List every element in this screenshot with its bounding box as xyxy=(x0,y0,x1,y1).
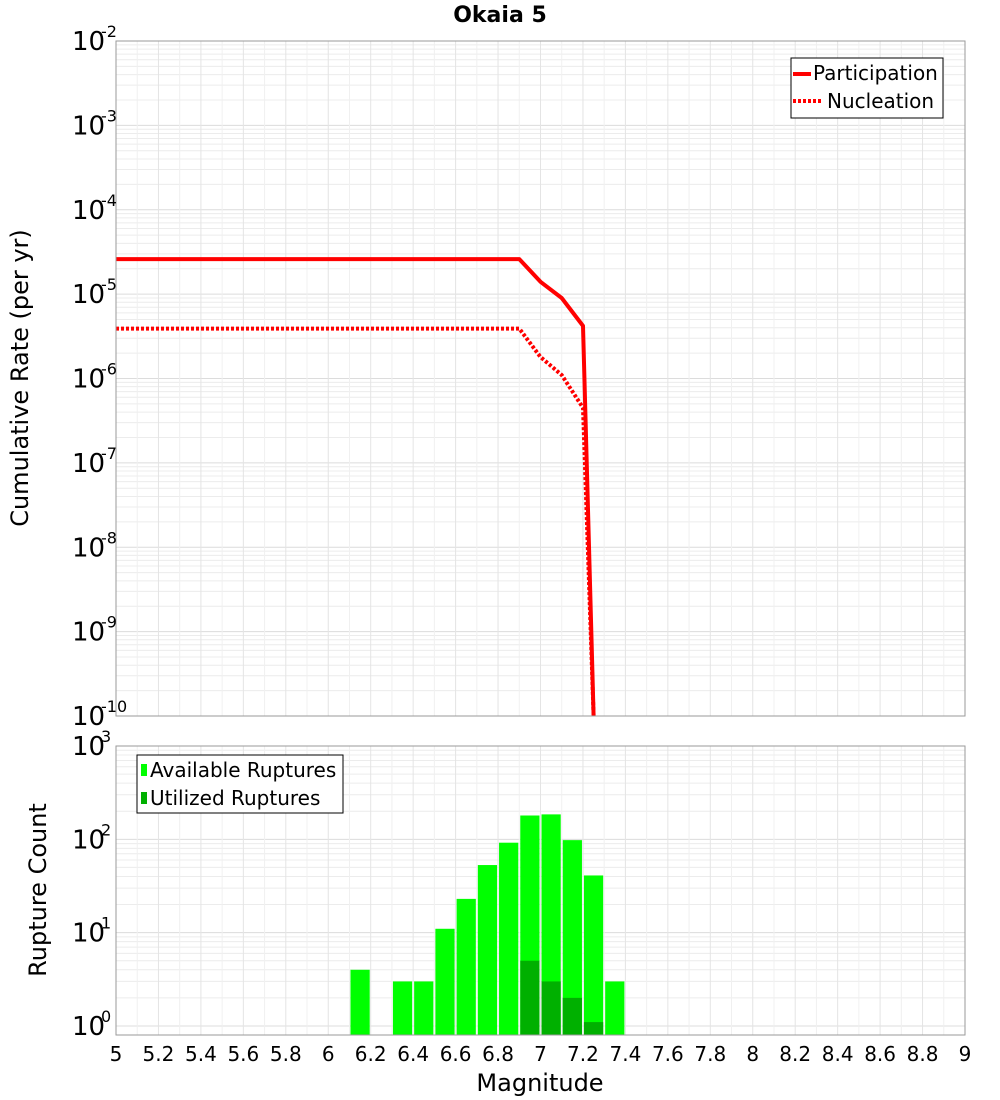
x-tick-label: 5.8 xyxy=(270,1042,302,1066)
count-y-tick-exponent: 2 xyxy=(101,820,111,839)
x-tick-label: 7.8 xyxy=(694,1042,726,1066)
available-rupture-bar xyxy=(456,898,476,1035)
x-tick-label: 5.6 xyxy=(227,1042,259,1066)
count-bars xyxy=(350,814,625,1035)
count-y-tick-exponent: 1 xyxy=(101,914,111,933)
available-rupture-bar xyxy=(414,981,434,1035)
utilized-rupture-bar xyxy=(562,997,582,1035)
utilized-rupture-bar xyxy=(583,1022,604,1035)
x-tick-label: 8.4 xyxy=(822,1042,854,1066)
rate-y-tick-exponent: -9 xyxy=(101,613,117,632)
count-y-tick-label: 10 xyxy=(72,825,105,855)
count-y-axis-label: Rupture Count xyxy=(24,803,52,977)
rate-y-tick-exponent: -2 xyxy=(101,22,117,41)
count-x-ticks: 5 5.2 5.4 5.6 5.8 6 6.2 6.4 6.6 6.8 7 7.2 7.4 7.6 7.8 8… xyxy=(110,1042,972,1066)
rate-y-tick-exponent: -8 xyxy=(101,528,117,547)
available-rupture-bar xyxy=(392,981,413,1035)
rate-y-tick-exponent: -7 xyxy=(101,444,117,463)
x-tick-label: 6.2 xyxy=(355,1042,387,1066)
series-nucleation-line xyxy=(116,326,596,717)
rate-y-tick-label: 10 xyxy=(72,449,105,479)
rate-y-tick-label: 10 xyxy=(72,533,105,563)
legend-utilized-label: Utilized Ruptures xyxy=(150,786,320,810)
x-tick-label: 5.4 xyxy=(185,1042,217,1066)
count-plot-border xyxy=(115,745,966,1036)
available-rupture-bar xyxy=(499,842,519,1035)
x-tick-label: 8.2 xyxy=(779,1042,811,1066)
count-y-tick-label: 10 xyxy=(72,732,105,762)
rate-y-tick-label: 10 xyxy=(72,365,105,395)
x-tick-label: 7.6 xyxy=(652,1042,684,1066)
x-axis-label: Magnitude xyxy=(476,1069,603,1097)
count-legend-box xyxy=(136,754,344,814)
x-tick-label: 8.8 xyxy=(907,1042,939,1066)
x-tick-label: 5 xyxy=(110,1042,123,1066)
rate-y-tick-label: 10 xyxy=(72,111,105,141)
rate-y-tick-exponent: -10 xyxy=(101,697,127,716)
legend-participation-label: Participation xyxy=(813,61,938,85)
count-y-tick-label: 10 xyxy=(72,919,105,949)
rate-legend-box xyxy=(790,57,944,119)
rate-legend: Participation Nucleation xyxy=(790,57,944,119)
available-rupture-bar xyxy=(477,865,498,1035)
x-tick-label: 6 xyxy=(322,1042,335,1066)
x-tick-label: 8.6 xyxy=(864,1042,896,1066)
available-rupture-bar xyxy=(562,840,582,1035)
rate-y-tick-exponent: -6 xyxy=(101,360,117,379)
rate-y-tick-label: 10 xyxy=(72,27,105,57)
available-rupture-bar xyxy=(583,875,604,1035)
x-tick-label: 8 xyxy=(746,1042,759,1066)
x-tick-label: 5.2 xyxy=(143,1042,175,1066)
x-tick-label: 6.6 xyxy=(440,1042,472,1066)
rate-series xyxy=(116,257,596,717)
count-y-tick-exponent: 3 xyxy=(101,727,111,746)
x-tick-label: 7.4 xyxy=(609,1042,641,1066)
rate-y-tick-label: 10 xyxy=(72,702,105,732)
legend-utilized-swatch xyxy=(141,792,147,804)
rate-y-axis-label: Cumulative Rate (per yr) xyxy=(6,229,34,527)
legend-nucleation-label: Nucleation xyxy=(827,89,934,113)
rate-y-tick-label: 10 xyxy=(72,280,105,310)
rate-y-tick-exponent: -3 xyxy=(101,106,117,125)
rate-y-tick-exponent: -4 xyxy=(101,191,117,210)
available-rupture-bar xyxy=(350,969,370,1035)
rate-gridlines xyxy=(115,41,966,717)
utilized-rupture-bar xyxy=(520,960,540,1035)
x-tick-label: 9 xyxy=(959,1042,972,1066)
rate-plot-border xyxy=(115,40,966,717)
available-rupture-bar xyxy=(541,814,561,1035)
series-participation-line xyxy=(116,257,596,717)
count-legend: Available Ruptures Utilized Ruptures xyxy=(136,754,344,814)
legend-available-swatch xyxy=(141,764,147,776)
available-rupture-bar xyxy=(605,981,625,1035)
count-y-tick-exponent: 0 xyxy=(101,1007,111,1026)
utilized-rupture-bar xyxy=(541,981,561,1035)
x-tick-label: 6.4 xyxy=(397,1042,429,1066)
rate-y-tick-exponent: -5 xyxy=(101,275,117,294)
rate-y-tick-label: 10 xyxy=(72,618,105,648)
x-tick-label: 7.2 xyxy=(567,1042,599,1066)
legend-available-label: Available Ruptures xyxy=(150,758,336,782)
count-y-tick-label: 10 xyxy=(72,1012,105,1042)
chart-title: Okaia 5 xyxy=(453,3,547,28)
available-rupture-bar xyxy=(435,928,455,1035)
x-tick-label: 6.8 xyxy=(482,1042,514,1066)
rate-y-tick-label: 10 xyxy=(72,196,105,226)
x-tick-label: 7 xyxy=(534,1042,547,1066)
